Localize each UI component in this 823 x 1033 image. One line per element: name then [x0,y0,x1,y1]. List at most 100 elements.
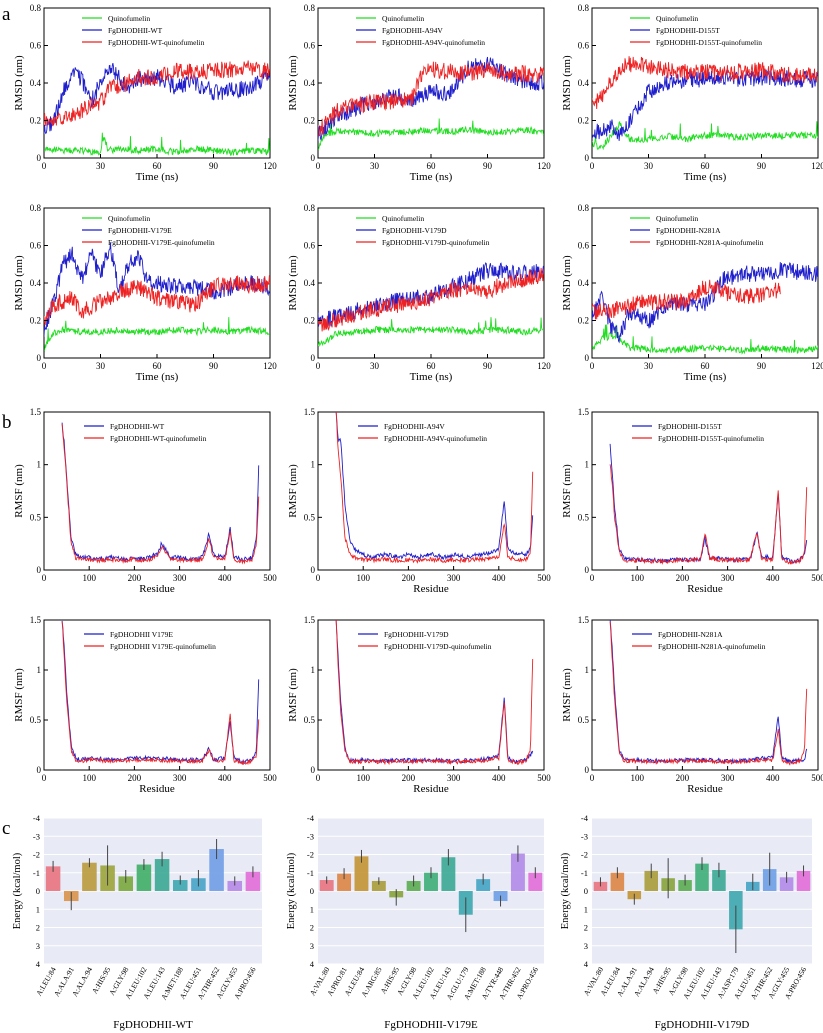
legend-label: FgDHODHII-V179D-quinofumelin [382,238,490,247]
y-tick-label: 0 [37,353,42,363]
x-tick-label: 120 [537,161,551,171]
y-tick-label: 1.5 [30,407,42,417]
y-tick-label: 1.5 [30,615,42,625]
x-tick-label: 90 [483,161,493,171]
x-axis-label: Residue [413,583,449,595]
energy-bar [441,857,456,891]
chart-title: FgDHODHII-WT [113,1019,193,1031]
y-tick-label: 3 [310,941,314,951]
x-tick-label: 300 [721,573,735,583]
y-tick-label: 0.6 [30,41,42,51]
x-tick-label: 0 [316,573,321,583]
panel-label-a: a [2,4,11,25]
legend-label: Quinofumelin [656,14,698,23]
y-tick-label: -2 [307,850,314,860]
energy-bar [209,849,224,891]
energy-bar [136,864,152,891]
x-axis-label: Time (ns) [684,371,727,383]
x-tick-label: 200 [128,573,142,583]
x-tick-label: 30 [370,361,380,371]
x-tick-label: 0 [590,161,595,171]
x-tick-label: 200 [128,773,142,783]
y-tick-label: 1 [310,904,314,914]
x-tick-label: 30 [96,161,106,171]
y-tick-label: 0 [585,353,590,363]
line-chart-1: 0 30 60 90 120 0 0.2 0.4 0.6 0.8 Time (ns) RMSD (nm… [287,3,551,183]
y-tick-label: 0.2 [578,316,589,326]
x-axis-label: Residue [139,783,175,795]
x-tick-label: 0 [42,773,47,783]
y-tick-label: -3 [307,831,314,841]
line-chart-0: 0 30 60 90 120 0 0.2 0.4 0.6 0.8 Time (ns) RMSD (nm… [13,3,277,183]
y-tick-label: 0.2 [578,116,589,126]
y-tick-label: 0.6 [30,241,42,251]
energy-bar [154,859,170,891]
x-tick-label: 60 [153,361,163,371]
line-chart-3: 0 30 60 90 120 0 0.2 0.4 0.6 0.8 Time (ns) RMSD (nm… [13,203,277,383]
x-tick-label: 60 [701,361,711,371]
legend-label: FgDHODHII-N281A-quinofumelin [656,238,764,247]
series-line-complex [335,412,534,564]
x-tick-label: 90 [209,361,219,371]
y-tick-label: 0.2 [30,116,41,126]
energy-bar [82,862,97,891]
legend-label: FgDHODHII V179E-quinofumelin [110,642,216,651]
energy-chart-0: -4-3-2-101234A:LEU:84A:ALA:91A:ALA:94A:H… [12,813,262,1031]
x-tick-label: 60 [427,361,437,371]
y-axis-label: Energy (kcal/mol) [286,852,297,929]
chart-title: FgDHODHII-V179E [384,1019,478,1031]
y-axis-label: RMSF (nm) [13,464,25,518]
y-axis-label: RMSD (nm) [287,255,299,311]
x-tick-label: 0 [316,161,321,171]
x-tick-label: 60 [153,161,163,171]
y-tick-label: 0 [311,565,316,575]
y-tick-label: 0 [585,765,590,775]
x-tick-label: 60 [701,161,711,171]
legend-label: FgDHODHII-A94V-quinofumelin [384,434,487,443]
legend-label: FgDHODHII-D155T [656,26,720,35]
y-axis-label: RMSF (nm) [287,668,299,722]
series-line-complex [335,620,534,766]
plot-frame [591,619,819,771]
series-line-apo [335,412,534,561]
y-tick-label: 0 [311,765,316,775]
series-group [61,422,260,565]
y-axis-label: RMSD (nm) [13,255,25,311]
energy-bar [227,880,243,891]
y-tick-label: 3 [584,941,588,951]
line-chart-10: 0 100 200 300 400 500 0 0.5 1 1.5 Residue RMSF (nm)… [287,615,551,795]
x-tick-label: 100 [630,773,644,783]
series-group [44,242,270,352]
x-tick-label: 500 [263,773,277,783]
y-tick-label: 0.4 [30,278,42,288]
x-tick-label: 90 [209,161,219,171]
x-axis-label: Residue [413,783,449,795]
series-line-complex [318,267,544,332]
x-tick-label: 400 [766,573,780,583]
y-axis-label: Energy (kcal/mol) [560,852,571,929]
energy-chart-2: -4-3-2-101234A:VAL:80A:LEU:84A:ALA:91A:A… [560,813,812,1031]
energy-chart-1: -4-3-2-101234A:VAL:80A:PRO:81A:LEU:84A:A… [286,813,544,1031]
y-tick-label: -2 [581,850,588,860]
y-tick-label: 1 [37,665,42,675]
legend-label: FgDHODHII-WT [108,26,163,35]
y-tick-label: -1 [33,868,40,878]
energy-bar [354,856,369,891]
legend-label: Quinofumelin [382,214,424,223]
line-chart-4: 0 30 60 90 120 0 0.2 0.4 0.6 0.8 Time (ns) RMSD (nm… [287,203,551,383]
legend-label: FgDHODHII-A94V [382,26,443,35]
y-tick-label: 1 [311,460,316,470]
energy-bar [528,872,543,891]
y-axis-label: RMSD (nm) [561,255,573,311]
series-line-ligand [592,120,818,151]
y-axis-label: RMSF (nm) [287,464,299,518]
legend-label: Quinofumelin [382,14,424,23]
x-tick-label: 30 [370,161,380,171]
y-tick-label: 0 [311,153,316,163]
x-tick-label: 300 [447,573,461,583]
x-tick-label: 500 [811,773,823,783]
legend-label: Quinofumelin [108,14,150,23]
x-tick-label: 90 [757,361,767,371]
legend-label: FgDHODHII-D155T-quinofumelin [658,434,764,443]
